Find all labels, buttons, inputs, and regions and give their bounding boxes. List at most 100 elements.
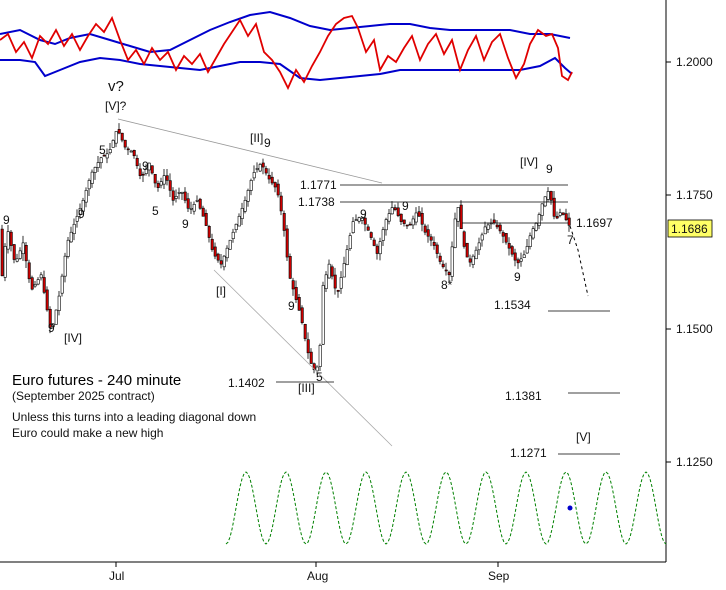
candle-body	[51, 323, 55, 327]
candle-body	[537, 214, 541, 226]
x-axis-ticks: Jul Aug Sep	[109, 562, 510, 583]
candle-body	[519, 258, 523, 262]
candle-body	[342, 263, 346, 278]
candle-body	[447, 272, 451, 276]
candle-body	[186, 198, 190, 209]
candle-body	[135, 157, 139, 167]
chart-subtitle: (September 2025 contract)	[12, 389, 155, 403]
level-lines	[276, 184, 620, 455]
candle-body	[492, 219, 496, 224]
candle-body	[411, 218, 415, 226]
candle-body	[324, 274, 328, 289]
candle-body	[417, 211, 421, 217]
candle-body	[420, 213, 424, 225]
price-candles	[0, 123, 571, 375]
lower-trendline	[213, 269, 393, 447]
count-label: 8*	[441, 278, 453, 292]
candle-body	[390, 207, 394, 215]
candle-body	[285, 228, 289, 258]
y-tick-label: 1.2000	[676, 55, 713, 69]
candle-body	[228, 239, 232, 250]
x-tick-label: Aug	[307, 569, 328, 583]
candle-body	[246, 190, 250, 202]
candle-body	[348, 235, 352, 249]
candle-body	[438, 255, 442, 262]
candle-body	[210, 238, 214, 250]
wave-labels: v? [V]? [IV] [I] [II] [III] [IV] [V]	[64, 78, 591, 444]
candle-body	[546, 191, 550, 200]
candle-body	[189, 208, 193, 210]
candle-body	[540, 203, 544, 216]
candle-body	[354, 219, 358, 221]
candle-body	[114, 131, 118, 144]
candle-body	[306, 339, 310, 354]
candle-body	[75, 215, 79, 222]
candle-body	[12, 244, 16, 260]
candle-body	[426, 229, 430, 237]
count-label: 9	[264, 136, 271, 150]
level-label: 1.1534	[494, 298, 531, 312]
candle-body	[57, 295, 61, 311]
candle-body	[177, 192, 181, 194]
candle-body	[330, 266, 334, 277]
candle-body	[81, 200, 85, 212]
candle-body	[255, 168, 259, 170]
candle-body	[60, 275, 64, 294]
level-label: 1.1738	[298, 195, 335, 209]
chart-title: Euro futures - 240 minute	[12, 372, 181, 389]
projected-path	[569, 225, 589, 297]
candle-body	[360, 217, 364, 221]
oscillator-lower-band	[0, 56, 573, 82]
upper-trendline	[117, 118, 383, 184]
candle-body	[549, 191, 553, 201]
count-label: 9	[142, 159, 149, 173]
x-tick-label: Sep	[488, 569, 510, 583]
candle-body	[207, 225, 211, 238]
y-tick-label: 1.1250	[676, 455, 713, 469]
candle-body	[303, 324, 307, 339]
candle-body	[282, 213, 286, 231]
candle-body	[27, 262, 31, 280]
candle-body	[300, 307, 304, 323]
candle-body	[381, 229, 385, 241]
candle-body	[66, 239, 70, 257]
candle-body	[336, 289, 340, 292]
candle-body	[414, 212, 418, 223]
candle-body	[39, 274, 43, 279]
cycle-panel	[225, 471, 667, 545]
candle-body	[315, 366, 319, 372]
candle-body	[192, 204, 196, 212]
candle-body	[528, 235, 532, 247]
candle-body	[222, 255, 226, 268]
candle-body	[219, 260, 223, 265]
candle-body	[393, 207, 397, 210]
candle-body	[195, 200, 199, 202]
candle-body	[225, 247, 229, 259]
candle-body	[141, 173, 145, 176]
candle-body	[297, 297, 301, 311]
candle-body	[201, 207, 205, 217]
candle-body	[498, 224, 502, 232]
count-label: 9	[402, 199, 409, 213]
candle-body	[180, 192, 184, 194]
candle-body	[153, 174, 157, 184]
candle-body	[465, 242, 469, 258]
candle-body	[564, 213, 568, 221]
candle-body	[3, 246, 7, 278]
candle-body	[99, 157, 103, 164]
candle-body	[105, 153, 109, 159]
candle-body	[387, 213, 391, 222]
candle-body	[543, 196, 547, 207]
candle-body	[36, 279, 40, 285]
candle-body	[138, 168, 142, 177]
candle-body	[261, 162, 265, 168]
candle-body	[279, 195, 283, 212]
wave-label-IV: [IV]	[64, 331, 82, 345]
candle-body	[396, 207, 400, 216]
candle-body	[555, 215, 559, 219]
candle-body	[93, 167, 97, 173]
wave-label-V-target: [V]	[576, 430, 591, 444]
current-price-box	[667, 219, 713, 238]
candle-body	[567, 217, 571, 226]
